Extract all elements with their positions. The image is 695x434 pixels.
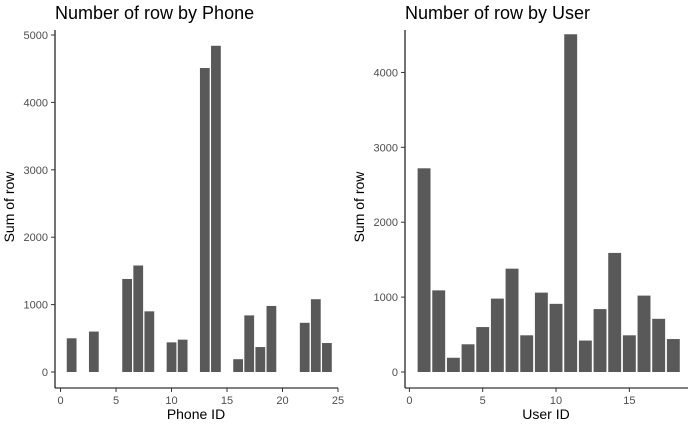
x-tick-label: 0 <box>57 395 63 407</box>
bar <box>233 359 244 372</box>
y-tick-label: 1000 <box>24 300 48 312</box>
y-tick-label: 4000 <box>24 97 48 109</box>
y-tick-label: 5000 <box>24 30 48 42</box>
chart-user: Number of row by User User ID Sum of row… <box>351 3 688 422</box>
bar <box>564 34 578 373</box>
bar <box>652 318 666 372</box>
bar <box>549 303 563 372</box>
y-tick-label: 2000 <box>24 232 48 244</box>
bar <box>534 292 548 372</box>
bar <box>417 168 431 372</box>
bar <box>622 335 636 372</box>
bar <box>490 298 504 372</box>
bar <box>244 315 255 372</box>
x-tick-label: 15 <box>623 395 635 407</box>
bar <box>299 322 310 372</box>
y-tick-label: 3000 <box>374 142 398 154</box>
x-axis-title: User ID <box>522 406 569 422</box>
bar <box>505 268 519 372</box>
bar <box>593 309 607 372</box>
bar <box>666 339 680 372</box>
x-tick-label: 15 <box>221 395 233 407</box>
x-tick-label: 10 <box>550 395 562 407</box>
bar <box>88 331 99 372</box>
y-tick-label: 4000 <box>374 67 398 79</box>
bar <box>637 295 651 372</box>
y-axis-title: Sum of row <box>1 171 17 243</box>
bar <box>166 342 177 372</box>
y-tick-label: 2000 <box>374 217 398 229</box>
bar <box>177 339 188 372</box>
y-tick-label: 0 <box>42 367 48 379</box>
bar <box>322 343 332 372</box>
bar <box>144 311 155 372</box>
bar <box>199 68 210 372</box>
y-axis-title: Sum of row <box>351 171 367 243</box>
bar <box>520 335 534 372</box>
bar <box>255 347 266 372</box>
bar <box>578 340 592 372</box>
x-tick-label: 5 <box>480 395 486 407</box>
bar <box>476 327 490 372</box>
bar <box>432 290 446 372</box>
bar <box>133 265 144 372</box>
x-tick-label: 5 <box>113 395 119 407</box>
x-tick-label: 25 <box>332 395 344 407</box>
bar <box>446 357 460 372</box>
chart-title: Number of row by User <box>405 3 590 23</box>
bar <box>66 338 77 372</box>
bar <box>266 305 277 372</box>
chart-title: Number of row by Phone <box>55 3 254 23</box>
bar <box>461 344 475 372</box>
y-tick-label: 1000 <box>374 292 398 304</box>
bar <box>310 299 321 372</box>
y-tick-label: 3000 <box>24 165 48 177</box>
x-axis-title: Phone ID <box>167 406 225 422</box>
x-tick-label: 20 <box>276 395 288 407</box>
bar <box>211 45 221 373</box>
chart-phone: Number of row by Phone Phone ID Sum of r… <box>1 3 344 422</box>
x-tick-label: 10 <box>165 395 177 407</box>
bar <box>608 252 622 372</box>
x-tick-label: 0 <box>406 395 412 407</box>
y-tick-label: 0 <box>392 367 398 379</box>
bar <box>122 278 133 372</box>
